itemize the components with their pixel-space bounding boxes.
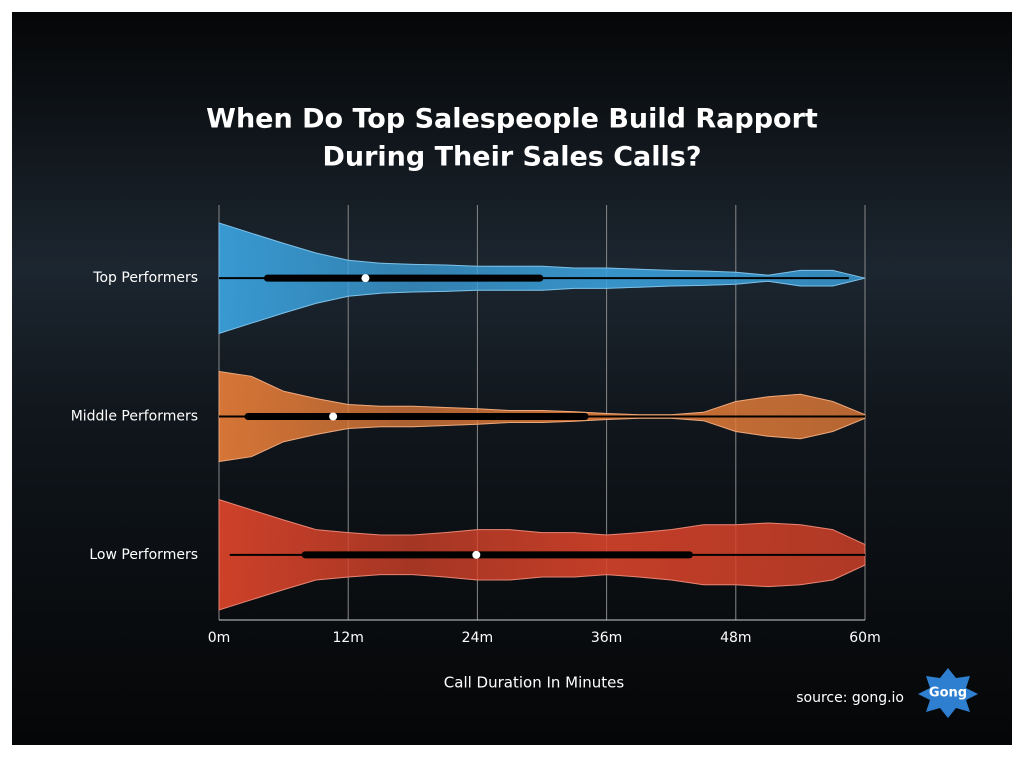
x-tick-label: 0m	[208, 630, 231, 646]
chart-title: During Their Sales Calls?	[322, 142, 701, 173]
category-label: Middle Performers	[71, 409, 198, 425]
chart-title: When Do Top Salespeople Build Rapport	[206, 104, 818, 135]
median	[361, 274, 370, 283]
category-label: Top Performers	[92, 270, 198, 286]
logo-badge	[918, 668, 978, 718]
category-label: Low Performers	[89, 547, 198, 563]
source: source: gong.io	[796, 690, 904, 706]
x-tick-label: 60m	[849, 630, 880, 646]
x-tick-label: 24m	[462, 630, 493, 646]
logo: Gong	[929, 686, 967, 701]
x-tick-label: 12m	[332, 630, 363, 646]
x-tick-label: 36m	[591, 630, 622, 646]
median	[472, 550, 481, 559]
x-axis-title: Call Duration In Minutes	[444, 674, 625, 692]
median	[329, 412, 338, 421]
panel	[12, 12, 1012, 745]
violin-highlight	[218, 498, 866, 611]
x-tick-label: 48m	[720, 630, 751, 646]
violin-highlight	[218, 370, 866, 463]
violin-highlight	[218, 222, 866, 335]
